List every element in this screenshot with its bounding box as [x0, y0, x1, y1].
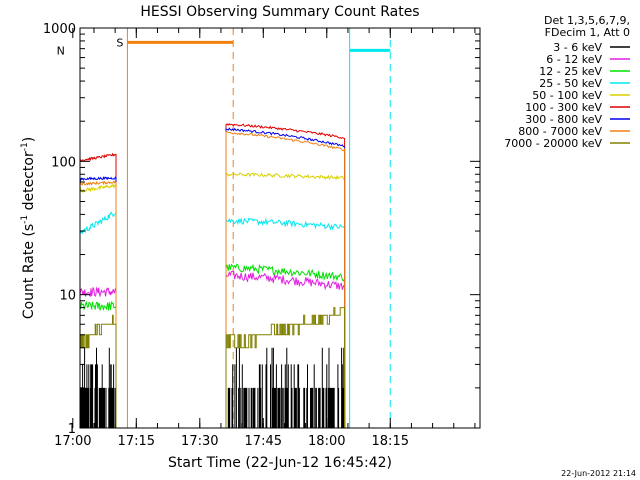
legend-header: FDecim 1, Att 0 — [545, 26, 630, 39]
data-trace — [80, 314, 117, 428]
legend-label: 50 - 100 keV — [532, 89, 602, 102]
data-trace — [80, 152, 117, 428]
series-7000to20000keV — [80, 307, 346, 428]
series-25to50keV — [80, 211, 346, 428]
data-trace — [225, 123, 346, 428]
data-trace — [225, 217, 346, 428]
axes: 1 10 100 1000 17:00 17:15 17:30 17:45 18:00 18:15 — [43, 22, 480, 449]
data-trace — [80, 180, 117, 428]
data-trace — [80, 285, 117, 428]
data-trace — [80, 347, 116, 428]
y-tick-label: 10 — [59, 289, 76, 304]
footer-date: 22-Jun-2012 21:14 — [561, 469, 636, 478]
legend-label: 7000 - 20000 keV — [504, 137, 602, 150]
legend-label: 25 - 50 keV — [539, 77, 602, 90]
legend-label: 6 - 12 keV — [546, 53, 602, 66]
legend-label: 3 - 6 keV — [553, 41, 602, 54]
legend: Det 1,3,5,6,7,9,FDecim 1, Att 0 3 - 6 keV… — [504, 14, 630, 150]
chart-title: HESSI Observing Summary Count Rates — [140, 4, 419, 20]
data-trace — [80, 300, 117, 428]
flag-letters: NS — [57, 36, 124, 57]
x-axis-label: Start Time (22-Jun-12 16:45:42) — [168, 455, 392, 471]
x-tick-label: 17:00 — [54, 434, 91, 449]
data-trace — [225, 127, 346, 428]
legend-label: 300 - 800 keV — [525, 113, 602, 126]
y-tick-label: 1 — [68, 422, 76, 437]
flag-lines — [126, 28, 391, 428]
legend-header: Det 1,3,5,6,7,9, — [544, 14, 630, 27]
data-trace — [225, 131, 346, 428]
data-trace — [225, 263, 346, 428]
series-50to100keV — [80, 171, 346, 428]
x-tick-label: 17:15 — [118, 434, 155, 449]
series-12to25keV — [80, 263, 346, 428]
data-trace — [225, 171, 346, 428]
series-300to800keV — [80, 127, 346, 428]
data-trace — [80, 176, 117, 428]
night-flag-letter: N — [57, 44, 65, 57]
legend-label: 100 - 300 keV — [525, 101, 602, 114]
series-800to7000keV — [80, 131, 346, 428]
data-trace — [225, 307, 346, 428]
x-tick-label: 17:45 — [245, 434, 282, 449]
plot-frame — [79, 27, 481, 429]
series-100to300keV — [80, 123, 346, 428]
data-trace — [225, 270, 346, 428]
legend-label: 800 - 7000 keV — [518, 125, 602, 138]
data-trace — [227, 347, 346, 428]
data-trace — [80, 183, 117, 428]
legend-label: 12 - 25 keV — [539, 65, 602, 78]
y-tick-label: 1000 — [43, 22, 76, 37]
series-layer — [80, 123, 346, 428]
y-tick-label: 100 — [51, 155, 76, 170]
data-trace — [80, 211, 117, 428]
series-6to12keV — [80, 270, 346, 428]
series-3to6keV — [80, 347, 346, 428]
y-axis-label: Count Rate (s-1 detector-1) — [20, 137, 37, 319]
x-tick-label: 18:15 — [372, 434, 409, 449]
x-tick-label: 18:00 — [308, 434, 345, 449]
x-tick-label: 17:30 — [181, 434, 218, 449]
saa-flag-letter: S — [116, 36, 123, 49]
